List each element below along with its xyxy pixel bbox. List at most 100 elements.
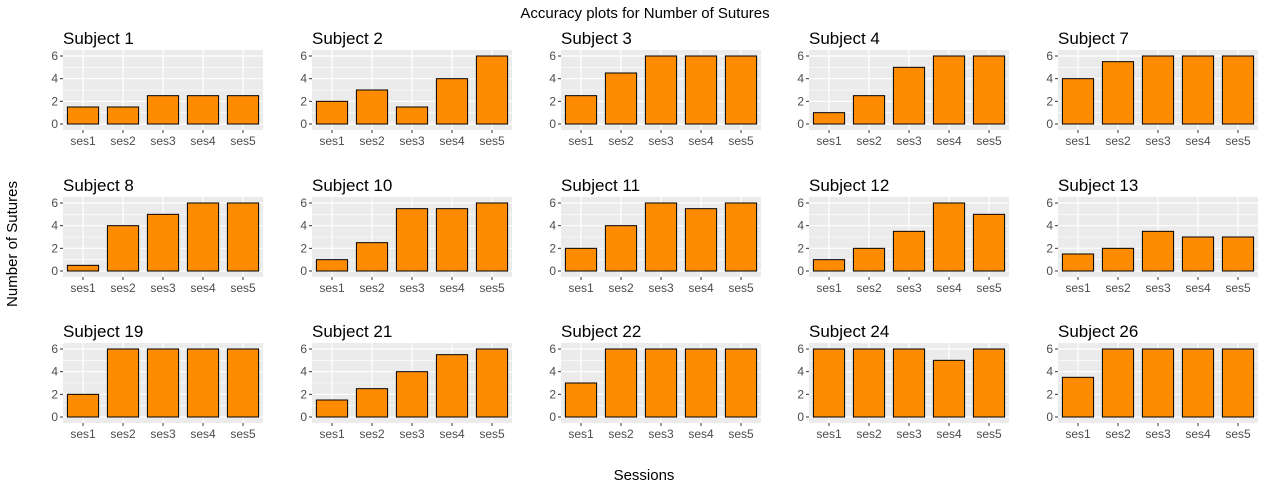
y-tick-label: 4	[1046, 365, 1053, 379]
x-tick-label: ses5	[728, 427, 754, 441]
bar	[475, 55, 509, 125]
y-tick-label: 2	[51, 387, 58, 401]
y-tick-label: 2	[51, 94, 58, 108]
bar	[972, 55, 1006, 125]
x-tick-label: ses2	[608, 281, 634, 295]
panel: Subject 4 0 2 4 6 ses1 ses2 ses3 ses4 ses5	[797, 29, 1009, 148]
x-tick-label: ses3	[1145, 427, 1171, 441]
y-tick-label: 4	[797, 365, 804, 379]
bar	[1221, 348, 1255, 418]
y-tick-label: 2	[549, 94, 556, 108]
y-tick-label: 6	[797, 196, 804, 210]
bar	[435, 208, 469, 272]
y-tick-label: 0	[51, 410, 58, 424]
bar	[355, 89, 389, 125]
x-tick-label: ses5	[1225, 427, 1251, 441]
bar	[66, 264, 100, 272]
x-tick-label: ses2	[110, 134, 136, 148]
bar	[146, 95, 180, 125]
panel-title: Subject 26	[1058, 322, 1138, 341]
x-tick-label: ses4	[688, 134, 714, 148]
bar	[146, 213, 180, 272]
x-tick-label: ses3	[399, 281, 425, 295]
y-tick-label: 4	[797, 219, 804, 233]
x-tick-label: ses1	[816, 134, 842, 148]
y-tick-label: 2	[300, 94, 307, 108]
bar	[564, 382, 598, 418]
y-tick-label: 4	[549, 365, 556, 379]
bar	[1221, 55, 1255, 125]
bar	[972, 213, 1006, 272]
x-tick-label: ses5	[728, 281, 754, 295]
bar	[186, 95, 220, 125]
bar	[932, 202, 966, 272]
bar	[972, 348, 1006, 418]
bar	[812, 348, 846, 418]
bar	[1181, 348, 1215, 418]
bar	[892, 348, 926, 418]
bar	[644, 55, 678, 125]
bar	[395, 106, 429, 125]
x-tick-label: ses3	[399, 427, 425, 441]
bar	[812, 259, 846, 272]
panel-title: Subject 21	[312, 322, 392, 341]
panel: Subject 10 0 2 4 6 ses1 ses2 ses3 ses4 ses5	[300, 176, 512, 295]
panel: Subject 1 0 2 4 6 ses1 ses2 ses3 ses4 ses5	[51, 29, 263, 148]
panel-title: Subject 1	[63, 29, 134, 48]
x-tick-label: ses2	[359, 427, 385, 441]
bar	[355, 242, 389, 272]
bar	[724, 348, 758, 418]
y-tick-label: 6	[1046, 196, 1053, 210]
y-tick-label: 4	[1046, 219, 1053, 233]
x-tick-label: ses1	[568, 281, 594, 295]
y-tick-label: 4	[300, 219, 307, 233]
panel-title: Subject 22	[561, 322, 641, 341]
y-tick-label: 4	[300, 365, 307, 379]
y-tick-label: 6	[797, 342, 804, 356]
x-tick-label: ses3	[150, 134, 176, 148]
y-tick-label: 2	[1046, 387, 1053, 401]
x-tick-label: ses3	[896, 427, 922, 441]
x-tick-label: ses2	[856, 427, 882, 441]
bar	[186, 348, 220, 418]
x-tick-label: ses3	[648, 281, 674, 295]
x-tick-label: ses2	[359, 134, 385, 148]
bar	[724, 55, 758, 125]
bar	[1101, 247, 1135, 272]
x-tick-label: ses5	[728, 134, 754, 148]
bar	[684, 348, 718, 418]
bar	[106, 348, 140, 418]
y-tick-label: 2	[1046, 94, 1053, 108]
x-tick-label: ses1	[70, 134, 96, 148]
bar	[226, 95, 260, 125]
x-tick-label: ses5	[1225, 281, 1251, 295]
x-tick-label: ses4	[439, 134, 465, 148]
panel-title: Subject 24	[809, 322, 889, 341]
x-tick-label: ses3	[399, 134, 425, 148]
panel-title: Subject 12	[809, 176, 889, 195]
x-tick-label: ses4	[936, 427, 962, 441]
bar	[852, 348, 886, 418]
bar	[684, 55, 718, 125]
y-tick-label: 2	[549, 387, 556, 401]
x-tick-label: ses4	[439, 281, 465, 295]
y-tick-label: 4	[797, 72, 804, 86]
bar	[355, 388, 389, 418]
y-tick-label: 2	[300, 387, 307, 401]
x-tick-label: ses2	[110, 281, 136, 295]
panel: Subject 2 0 2 4 6 ses1 ses2 ses3 ses4 ses5	[300, 29, 512, 148]
y-tick-label: 4	[549, 72, 556, 86]
bar	[1141, 348, 1175, 418]
x-tick-label: ses5	[976, 281, 1002, 295]
bar	[564, 95, 598, 125]
x-tick-label: ses4	[936, 281, 962, 295]
bar	[1141, 55, 1175, 125]
x-tick-label: ses3	[896, 134, 922, 148]
chart-title: Accuracy plots for Number of Sutures	[520, 5, 769, 22]
bar	[604, 72, 638, 125]
bar	[66, 393, 100, 418]
x-tick-label: ses4	[688, 427, 714, 441]
x-tick-label: ses1	[319, 427, 345, 441]
bar	[932, 359, 966, 418]
bar	[684, 208, 718, 272]
